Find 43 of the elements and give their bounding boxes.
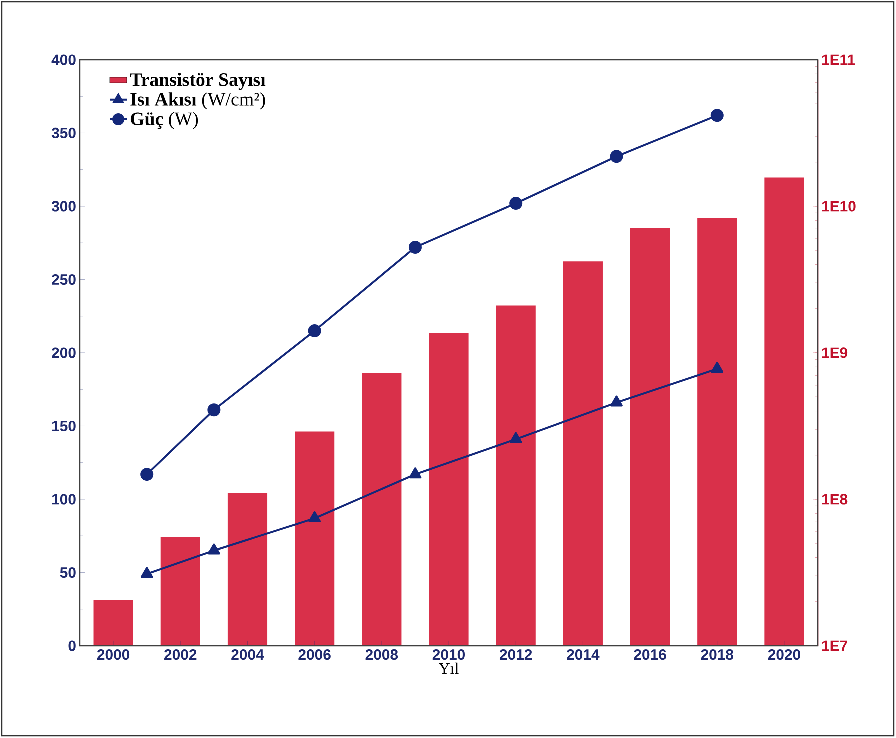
- y-tick-label: 100: [52, 494, 76, 505]
- x-tick-label: 2006: [298, 650, 331, 660]
- point: [140, 567, 154, 578]
- legend-label: Isı Akısı (W/cm²): [130, 92, 266, 110]
- point: [610, 150, 624, 164]
- y-tick-label: 250: [52, 274, 76, 286]
- y-tick-label: 350: [52, 128, 76, 139]
- y-tick-label: 400: [52, 54, 76, 66]
- y2-tick-label: 1E7: [822, 640, 848, 652]
- x-tick-label: 2010: [432, 650, 465, 660]
- x-tick-label: 2000: [97, 650, 130, 660]
- point: [710, 109, 724, 122]
- point: [610, 396, 623, 407]
- y-tick-label: 300: [52, 201, 76, 212]
- legend-label: Transistör Sayısı: [130, 72, 266, 90]
- y-tick-label: 0: [68, 640, 76, 652]
- y-tick-label: 50: [60, 567, 76, 578]
- y-tick-label: 150: [52, 420, 76, 432]
- x-tick-label: 2020: [768, 650, 800, 660]
- x-tick-label: 2014: [567, 650, 600, 660]
- point: [208, 404, 221, 417]
- y2-tick-label: 1E8: [822, 494, 848, 505]
- x-tick-label: 2016: [634, 650, 666, 660]
- x-tick-label: 2004: [232, 650, 264, 660]
- point: [510, 432, 522, 444]
- point: [711, 362, 724, 374]
- point: [308, 512, 322, 523]
- y2-tick-label: 1E9: [822, 348, 848, 358]
- point: [308, 324, 322, 338]
- x-tick-label: 2012: [500, 650, 532, 660]
- x-tick-label: 2008: [366, 650, 398, 660]
- y2-tick-label: 1E10: [822, 201, 856, 212]
- x-tick-label: 2018: [701, 650, 734, 660]
- x-tick-label: 2002: [164, 650, 197, 660]
- point: [208, 544, 220, 555]
- x-axis-title: Yıl: [438, 662, 459, 674]
- y-tick-label: 200: [52, 348, 76, 358]
- point: [408, 241, 422, 254]
- legend-label: Güç (W): [130, 112, 198, 130]
- y2-tick-label: 1E11: [822, 54, 856, 66]
- point: [140, 468, 154, 482]
- point: [510, 197, 523, 210]
- point: [409, 468, 422, 479]
